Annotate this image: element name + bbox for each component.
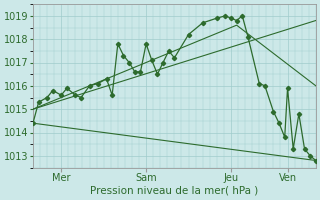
X-axis label: Pression niveau de la mer( hPa ): Pression niveau de la mer( hPa ) bbox=[90, 186, 259, 196]
